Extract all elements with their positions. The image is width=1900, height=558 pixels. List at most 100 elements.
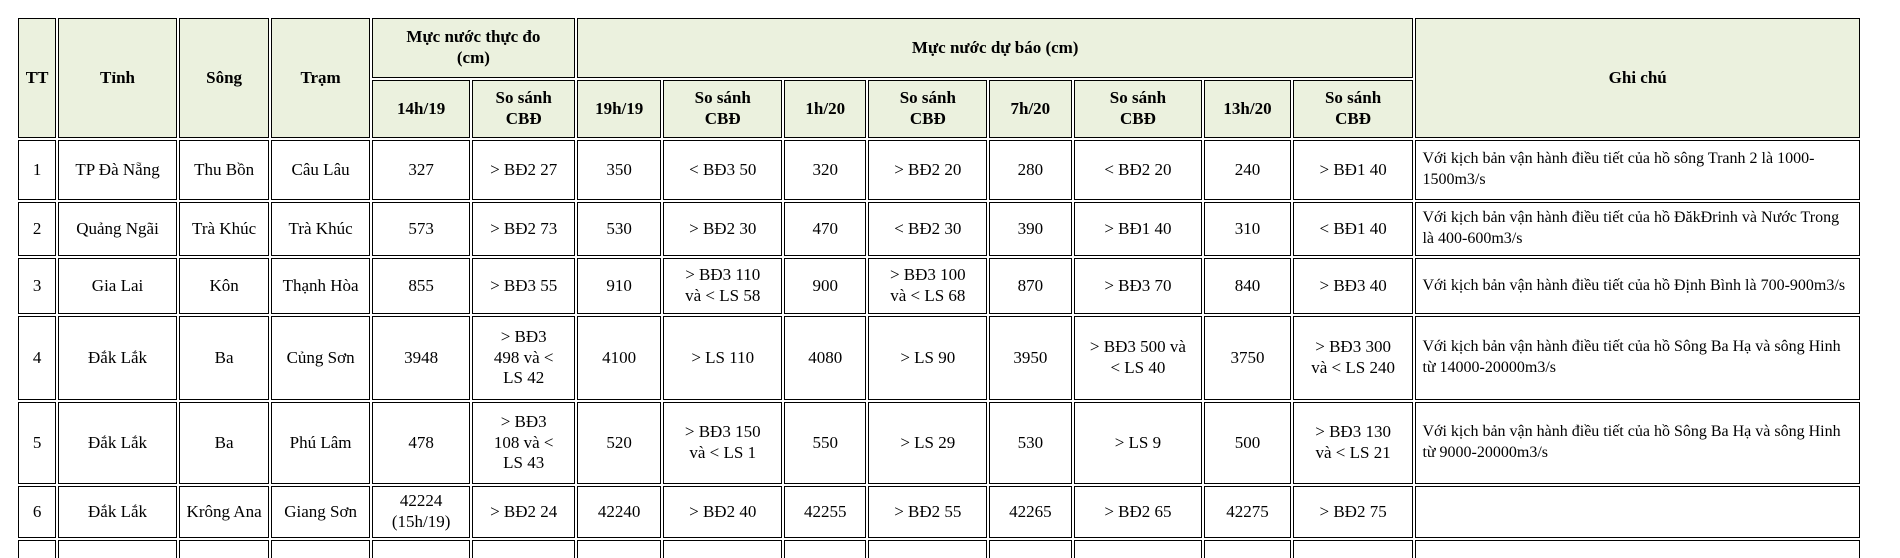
cell-ghi-chu: Với kịch bản vận hành điều tiết của hồ Đ…: [1415, 258, 1860, 314]
cell-song: Trà Khúc: [178, 202, 270, 256]
cell-so-sanh-cbd-3: > BĐ3 100 và < LS 68: [868, 258, 988, 314]
cell-song: [178, 540, 270, 558]
cell-tt: 6: [18, 486, 57, 538]
cell-so-sanh-cbd-3: > BĐ2 55: [868, 486, 988, 538]
cell-13h20: 840: [1204, 258, 1291, 314]
cell-19h19: 910: [576, 258, 662, 314]
table-row: 5 Đắk Lắk Ba Phú Lâm 478 > BĐ3 108 và < LS 43…: [18, 402, 1860, 484]
col-header-ghi-chu: Ghi chú: [1415, 18, 1860, 138]
cell-19h19: [576, 540, 662, 558]
cell-1h20: 470: [784, 202, 867, 256]
cell-7h20: 530: [989, 402, 1072, 484]
cell-tt: 5: [18, 402, 57, 484]
cell-song: Ba: [178, 316, 270, 400]
cell-so-sanh-cbd-5: > BĐ2 75: [1292, 486, 1414, 538]
cell-7h20: 870: [989, 258, 1072, 314]
cell-ghi-chu: Với kịch bản vận hành điều tiết của hồ S…: [1415, 316, 1860, 400]
cell-tinh: Đắk Lắk: [58, 316, 177, 400]
cell-7h20: 42265: [989, 486, 1072, 538]
cell-7h20: [989, 540, 1072, 558]
col-header-so-sanh-cbd-1: So sánh CBĐ: [472, 80, 575, 138]
cell-so-sanh-cbd-1: > BĐ2 73: [472, 202, 575, 256]
cell-tinh: Đắk Lắk: [58, 402, 177, 484]
cell-tram: Giang Sơn: [271, 486, 370, 538]
cell-tram: Câu Lâu: [271, 140, 370, 200]
cell-ghi-chu: Với kịch bản vận hành điều tiết của hồ S…: [1415, 402, 1860, 484]
cell-1h20: 900: [784, 258, 867, 314]
table-row: 1 TP Đà Nẵng Thu Bồn Câu Lâu 327 > BĐ2 27 350 <…: [18, 140, 1860, 200]
table-row: [18, 540, 1860, 558]
col-group-du-bao: Mực nước dự báo (cm): [576, 18, 1414, 78]
cell-so-sanh-cbd-4: > BĐ3 70: [1073, 258, 1203, 314]
cell-13h20: 310: [1204, 202, 1291, 256]
col-header-song: Sông: [178, 18, 270, 138]
water-level-table: TT Tỉnh Sông Trạm Mực nước thực đo (cm) …: [16, 16, 1862, 558]
header-row-2: 14h/19 So sánh CBĐ 19h/19 So sánh CBĐ 1h…: [18, 80, 1860, 138]
cell-1h20: [784, 540, 867, 558]
cell-tram: Trà Khúc: [271, 202, 370, 256]
cell-ghi-chu: Với kịch bản vận hành điều tiết của hồ Đ…: [1415, 202, 1860, 256]
cell-19h19: 4100: [576, 316, 662, 400]
col-header-so-sanh-cbd-4: So sánh CBĐ: [1073, 80, 1203, 138]
cell-so-sanh-cbd-2: < BĐ3 50: [663, 140, 783, 200]
cell-song: Krông Ana: [178, 486, 270, 538]
cell-so-sanh-cbd-4: > LS 9: [1073, 402, 1203, 484]
cell-so-sanh-cbd-3: < BĐ2 30: [868, 202, 988, 256]
cell-tram: Củng Sơn: [271, 316, 370, 400]
cell-so-sanh-cbd-4: [1073, 540, 1203, 558]
cell-7h20: 3950: [989, 316, 1072, 400]
cell-1h20: 42255: [784, 486, 867, 538]
col-header-tram: Trạm: [271, 18, 370, 138]
cell-song: Kôn: [178, 258, 270, 314]
cell-13h20: 240: [1204, 140, 1291, 200]
col-header-19h19: 19h/19: [576, 80, 662, 138]
cell-14h19: 3948: [371, 316, 471, 400]
cell-14h19: 478: [371, 402, 471, 484]
cell-tt: 3: [18, 258, 57, 314]
cell-so-sanh-cbd-1: > BĐ2 27: [472, 140, 575, 200]
col-header-so-sanh-cbd-3: So sánh CBĐ: [868, 80, 988, 138]
cell-so-sanh-cbd-2: [663, 540, 783, 558]
col-group-thuc-do: Mực nước thực đo (cm): [371, 18, 575, 78]
cell-ghi-chu: [1415, 540, 1860, 558]
cell-13h20: 3750: [1204, 316, 1291, 400]
cell-song: Ba: [178, 402, 270, 484]
cell-14h19: 327: [371, 140, 471, 200]
col-header-7h20: 7h/20: [989, 80, 1072, 138]
cell-tinh: Gia Lai: [58, 258, 177, 314]
cell-1h20: 320: [784, 140, 867, 200]
cell-so-sanh-cbd-4: > BĐ3 500 và < LS 40: [1073, 316, 1203, 400]
cell-so-sanh-cbd-4: > BĐ1 40: [1073, 202, 1203, 256]
cell-tinh: Quảng Ngãi: [58, 202, 177, 256]
cell-so-sanh-cbd-2: > BĐ2 40: [663, 486, 783, 538]
cell-so-sanh-cbd-2: > BĐ2 30: [663, 202, 783, 256]
table-body: 1 TP Đà Nẵng Thu Bồn Câu Lâu 327 > BĐ2 27 350 <…: [18, 140, 1860, 558]
col-header-so-sanh-cbd-2: So sánh CBĐ: [663, 80, 783, 138]
cell-so-sanh-cbd-5: > BĐ3 300 và < LS 240: [1292, 316, 1414, 400]
cell-ghi-chu: Với kịch bản vận hành điều tiết của hồ s…: [1415, 140, 1860, 200]
cell-19h19: 42240: [576, 486, 662, 538]
cell-14h19: [371, 540, 471, 558]
cell-so-sanh-cbd-4: < BĐ2 20: [1073, 140, 1203, 200]
cell-so-sanh-cbd-3: [868, 540, 988, 558]
col-header-tinh: Tỉnh: [58, 18, 177, 138]
cell-1h20: 4080: [784, 316, 867, 400]
col-header-tt: TT: [18, 18, 57, 138]
cell-so-sanh-cbd-2: > LS 110: [663, 316, 783, 400]
cell-so-sanh-cbd-1: > BĐ3 108 và < LS 43: [472, 402, 575, 484]
cell-19h19: 350: [576, 140, 662, 200]
cell-19h19: 530: [576, 202, 662, 256]
cell-so-sanh-cbd-2: > BĐ3 110 và < LS 58: [663, 258, 783, 314]
cell-tt: 2: [18, 202, 57, 256]
cell-7h20: 280: [989, 140, 1072, 200]
cell-so-sanh-cbd-1: > BĐ2 24: [472, 486, 575, 538]
cell-so-sanh-cbd-5: < BĐ1 40: [1292, 202, 1414, 256]
table-row: 2 Quảng Ngãi Trà Khúc Trà Khúc 573 > BĐ2 73 53…: [18, 202, 1860, 256]
col-header-1h20: 1h/20: [784, 80, 867, 138]
cell-tram: Phú Lâm: [271, 402, 370, 484]
table-row: 4 Đắk Lắk Ba Củng Sơn 3948 > BĐ3 498 và < LS …: [18, 316, 1860, 400]
cell-14h19: 42224 (15h/19): [371, 486, 471, 538]
cell-tinh: [58, 540, 177, 558]
cell-1h20: 550: [784, 402, 867, 484]
